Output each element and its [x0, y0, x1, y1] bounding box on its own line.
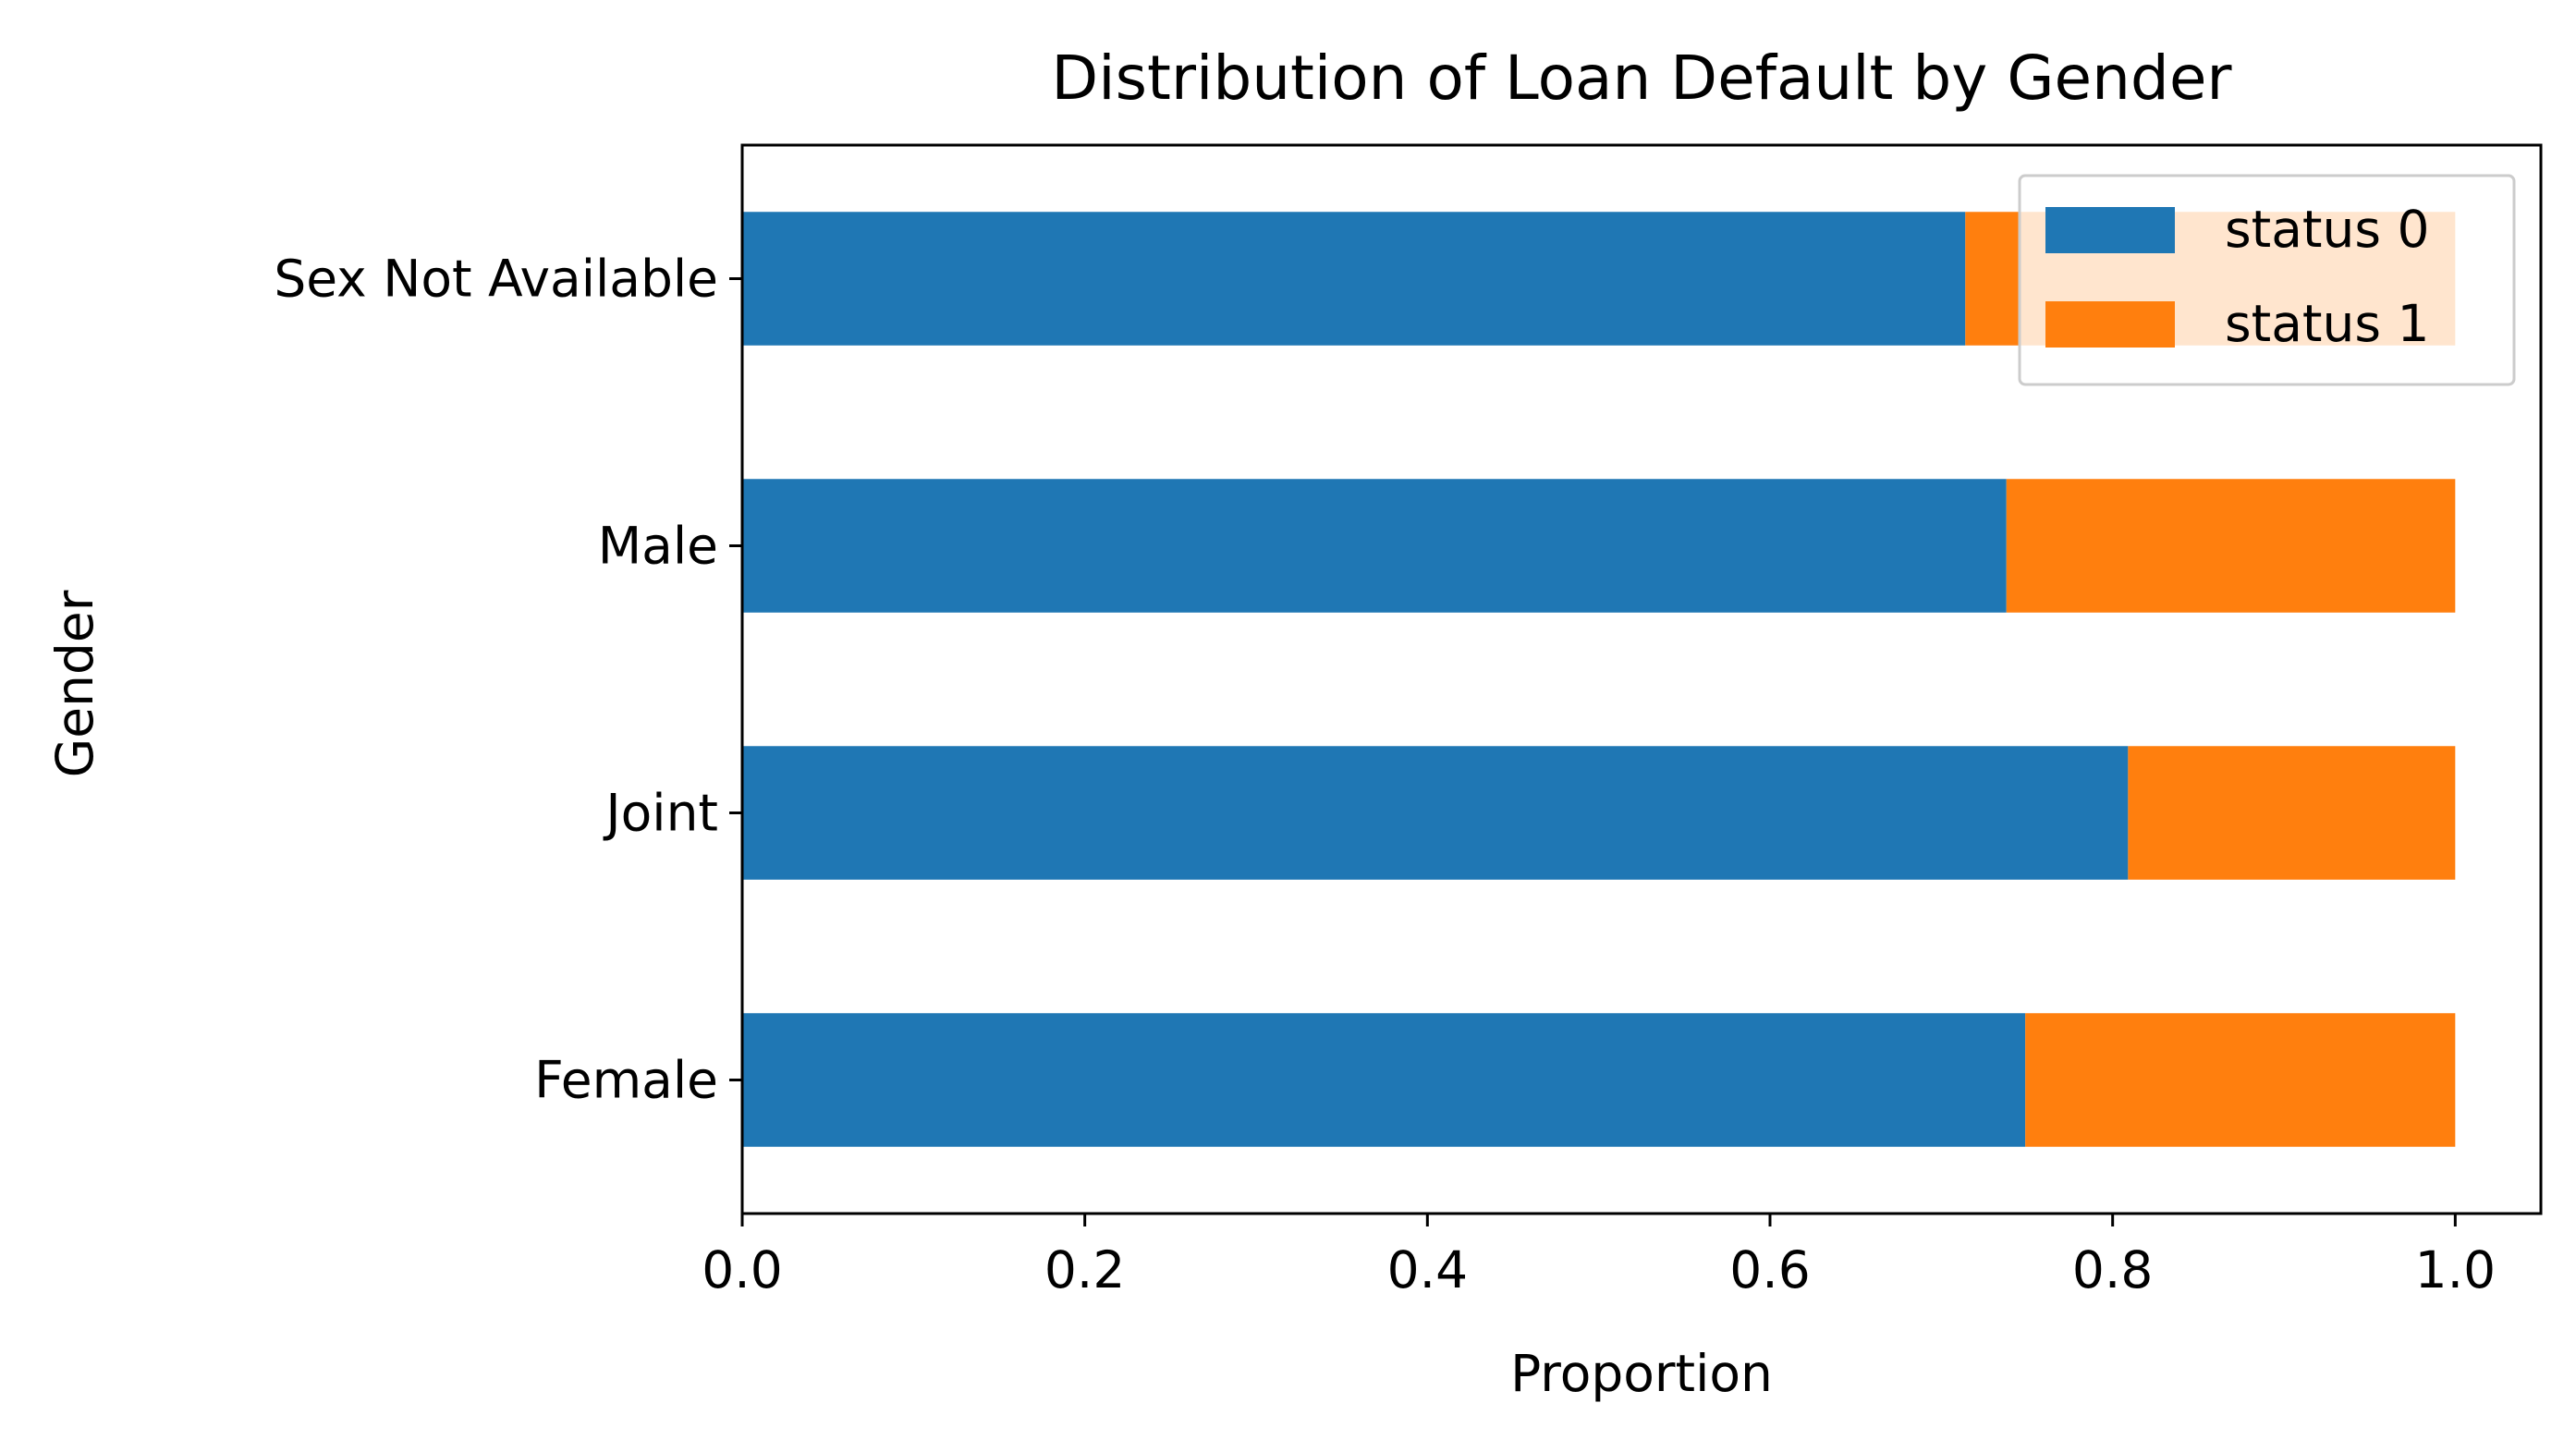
- x-axis-ticks: 0.0 0.2 0.4 0.6 0.8 1.0: [702, 1214, 2496, 1299]
- y-tick-label-joint: Joint: [603, 784, 718, 843]
- plot-frame: [740, 143, 2543, 1215]
- bar-joint-series-0: [742, 746, 2129, 880]
- y-tick-label-sex-not-available: Sex Not Available: [274, 250, 718, 309]
- x-tick-label-3: 0.6: [1729, 1240, 1810, 1299]
- y-axis-ticks: Female Joint Male Sex Not Available: [274, 250, 742, 1110]
- bar-male-series-0: [742, 479, 2007, 613]
- bar-joint-series-1: [2128, 746, 2456, 880]
- legend-label-0: status 0: [2225, 200, 2429, 259]
- bar-female-series-1: [2025, 1013, 2456, 1147]
- bar-sex-not-available-series-0: [742, 212, 1966, 346]
- y-axis-label: Gender: [45, 590, 104, 777]
- x-tick-label-1: 0.2: [1044, 1240, 1125, 1299]
- x-axis-label: Proportion: [1510, 1344, 1773, 1403]
- legend-swatch-0: [2045, 207, 2175, 253]
- x-tick-label-4: 0.8: [2072, 1240, 2153, 1299]
- legend: status 0 status 1: [2018, 174, 2516, 386]
- bar-male-series-1: [2006, 479, 2456, 613]
- legend-label-1: status 1: [2225, 294, 2429, 353]
- bar-female-series-0: [742, 1013, 2026, 1147]
- x-tick-label-5: 1.0: [2415, 1240, 2496, 1299]
- legend-swatch-1: [2045, 301, 2175, 348]
- x-tick-label-2: 0.4: [1387, 1240, 1468, 1299]
- y-tick-label-male: Male: [598, 517, 718, 576]
- chart-title: Distribution of Loan Default by Gender: [1051, 43, 2232, 114]
- x-tick-label-0: 0.0: [702, 1240, 782, 1299]
- y-tick-label-female: Female: [534, 1051, 718, 1110]
